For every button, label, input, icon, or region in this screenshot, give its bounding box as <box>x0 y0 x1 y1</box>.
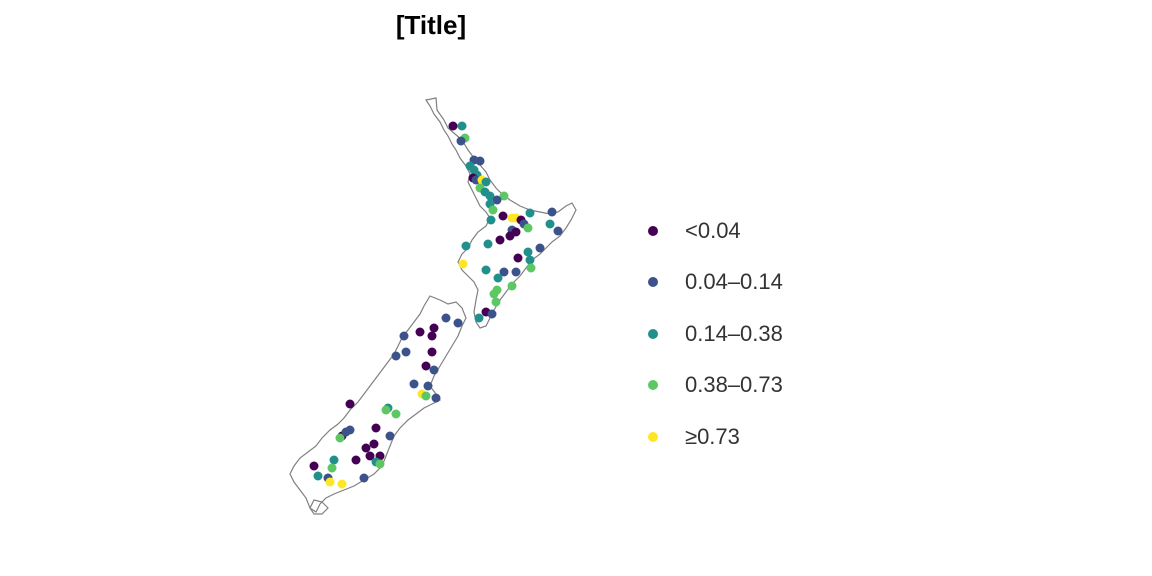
map-point <box>507 281 517 291</box>
legend-item: 0.38–0.73 <box>640 360 783 412</box>
map-point <box>429 365 439 375</box>
legend-swatch <box>648 431 658 442</box>
map-point <box>421 391 431 401</box>
map-point <box>488 205 498 215</box>
map-point <box>345 425 355 435</box>
map-point <box>335 433 345 443</box>
legend-label: 0.04–0.14 <box>685 269 783 295</box>
map-point <box>458 259 468 269</box>
map-point <box>325 477 335 487</box>
map-point <box>361 443 371 453</box>
map-point <box>371 423 381 433</box>
map-point <box>461 241 471 251</box>
legend-swatch <box>648 328 658 339</box>
map-point <box>431 393 441 403</box>
map-point <box>381 405 391 415</box>
map-point <box>448 121 458 131</box>
map-point <box>483 239 493 249</box>
map-point <box>429 323 439 333</box>
map-point <box>423 381 433 391</box>
legend-swatch <box>648 225 658 236</box>
map-point <box>545 219 555 229</box>
map-point <box>491 297 501 307</box>
south-island-outline <box>289 295 467 513</box>
map-point <box>493 273 503 283</box>
map-title: [Title] <box>395 10 467 40</box>
map-point <box>457 121 467 131</box>
map-point <box>313 471 323 481</box>
map-point <box>365 451 375 461</box>
map-point <box>327 463 337 473</box>
map-point <box>359 473 369 483</box>
map-point <box>391 409 401 419</box>
legend-label: <0.04 <box>685 217 741 243</box>
map-point <box>525 208 535 218</box>
map-point <box>441 313 451 323</box>
map-point <box>481 177 491 187</box>
map-point <box>453 318 463 328</box>
map-points <box>309 121 563 489</box>
map-point <box>523 223 533 233</box>
map-point <box>309 461 319 471</box>
legend-label: 0.14–0.38 <box>685 320 783 346</box>
map-point <box>474 313 484 323</box>
map-point <box>495 235 505 245</box>
map-point <box>487 309 497 319</box>
map-point <box>391 351 401 361</box>
stewart-island-outline <box>309 499 329 515</box>
map-point <box>535 243 545 253</box>
map-point <box>513 253 523 263</box>
map-point <box>526 263 536 273</box>
map-point <box>337 479 347 489</box>
map-point <box>409 379 419 389</box>
map-point <box>385 431 395 441</box>
map-point <box>421 361 431 371</box>
legend-swatch <box>648 380 658 391</box>
map-point <box>486 215 496 225</box>
map-point <box>481 265 491 275</box>
map-point <box>499 191 509 201</box>
map-point <box>489 289 499 299</box>
map-point <box>523 247 533 257</box>
map-point <box>499 267 509 277</box>
map-point <box>415 327 425 337</box>
legend: <0.04 0.04–0.14 0.14–0.38 0.38–0.73 ≥0.7… <box>640 205 783 463</box>
map-point <box>345 399 355 409</box>
legend-item: ≥0.73 <box>640 411 783 463</box>
legend-item: 0.14–0.38 <box>640 308 783 360</box>
map-point <box>369 439 379 449</box>
map-point <box>351 455 361 465</box>
map-point <box>456 136 466 146</box>
map-point <box>525 255 535 265</box>
map-point <box>427 331 437 341</box>
map-point <box>553 226 563 236</box>
legend-label: ≥0.73 <box>685 423 740 449</box>
map-point <box>401 347 411 357</box>
map-point <box>498 211 508 221</box>
map-point <box>547 207 557 217</box>
map-point <box>492 195 502 205</box>
map-point <box>399 331 409 341</box>
map-point <box>511 227 521 237</box>
legend-item: <0.04 <box>640 205 783 257</box>
map-point <box>375 459 385 469</box>
legend-item: 0.04–0.14 <box>640 257 783 309</box>
map-point <box>475 156 485 166</box>
map-point <box>329 455 339 465</box>
map-point <box>485 191 495 201</box>
map-point <box>511 267 521 277</box>
map-point <box>427 347 437 357</box>
legend-label: 0.38–0.73 <box>685 372 783 398</box>
legend-swatch <box>648 277 658 288</box>
